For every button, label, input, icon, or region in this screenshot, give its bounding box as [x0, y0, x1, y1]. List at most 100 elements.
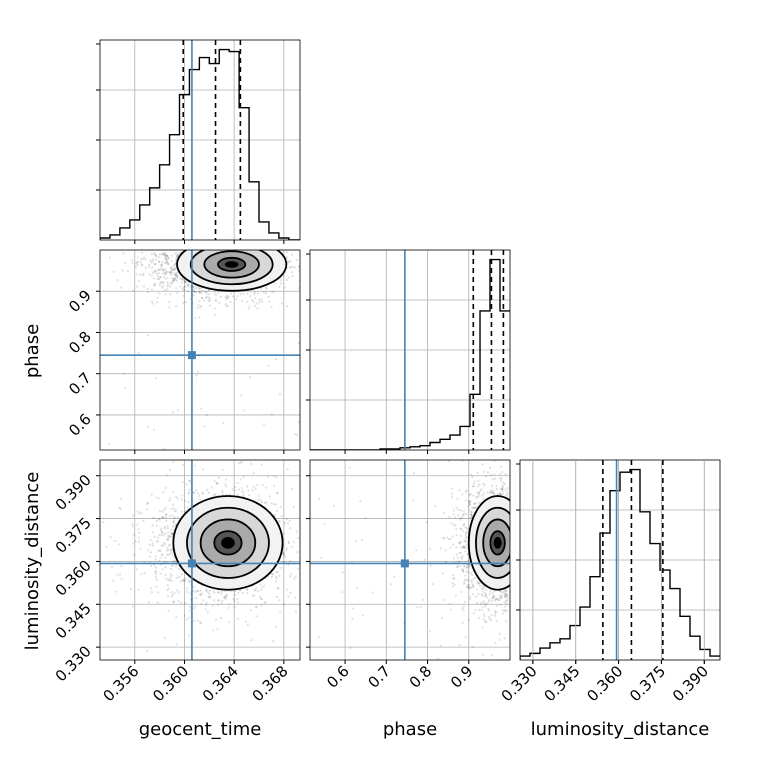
sample-point: [171, 282, 174, 285]
sample-point: [154, 555, 157, 558]
sample-point: [224, 483, 227, 486]
sample-point: [157, 591, 160, 594]
sample-point: [206, 296, 209, 299]
sample-point: [160, 263, 164, 266]
sample-point: [489, 473, 492, 477]
sample-point: [484, 592, 487, 595]
sample-point: [204, 296, 208, 299]
sample-point: [470, 510, 473, 513]
sample-point: [159, 549, 162, 553]
sample-point: [224, 296, 227, 299]
sample-point: [161, 554, 164, 557]
sample-point: [131, 261, 134, 265]
sample-point: [462, 514, 465, 517]
sample-point: [152, 563, 156, 566]
sample-point: [255, 605, 258, 608]
sample-point: [159, 529, 163, 532]
sample-point: [155, 254, 158, 258]
sample-point: [161, 286, 164, 289]
sample-point: [158, 284, 161, 287]
sample-point: [146, 502, 149, 505]
sample-point: [192, 619, 196, 622]
sample-point: [483, 470, 486, 473]
sample-point: [170, 579, 173, 583]
sample-point: [165, 513, 168, 516]
sample-point: [470, 511, 473, 514]
sample-point: [160, 527, 163, 530]
sample-point: [500, 596, 503, 599]
sample-point: [173, 591, 176, 595]
contour-line: [176, 250, 288, 292]
sample-point: [162, 447, 165, 450]
sample-point: [491, 478, 494, 481]
sample-point: [199, 593, 202, 597]
sample-point: [278, 574, 281, 578]
sample-point: [254, 305, 257, 308]
sample-point: [194, 290, 197, 294]
sample-point: [136, 256, 140, 259]
sample-point: [157, 277, 161, 281]
sample-point: [157, 539, 160, 542]
sample-point: [199, 498, 202, 501]
sample-point: [505, 609, 508, 612]
sample-point: [168, 499, 171, 502]
sample-point: [159, 264, 162, 267]
sample-point: [225, 294, 228, 297]
sample-point: [242, 409, 245, 412]
sample-point: [159, 281, 162, 284]
sample-point: [251, 594, 255, 598]
sample-point: [116, 574, 119, 577]
sample-point: [201, 289, 204, 293]
sample-point: [472, 586, 475, 589]
sample-point: [142, 272, 145, 275]
sample-point: [160, 253, 163, 256]
sample-point: [228, 603, 231, 606]
sample-point: [184, 281, 187, 284]
sample-point: [458, 643, 461, 647]
sample-point: [182, 286, 186, 289]
sample-point: [169, 266, 172, 269]
sample-point: [138, 512, 141, 515]
sample-point: [176, 291, 179, 294]
sample-point: [419, 605, 422, 609]
sample-point: [154, 282, 157, 285]
sample-point: [359, 500, 362, 503]
sample-point: [213, 292, 216, 295]
sample-point: [217, 599, 220, 602]
sample-point: [200, 621, 203, 625]
sample-point: [170, 254, 173, 257]
hist-content: [100, 40, 300, 240]
sample-point: [283, 522, 286, 525]
sample-point: [232, 597, 235, 601]
sample-point: [214, 492, 217, 496]
sample-point: [285, 305, 289, 308]
sample-point: [348, 466, 351, 469]
sample-point: [186, 587, 189, 590]
sample-point: [165, 474, 168, 477]
sample-point: [492, 596, 495, 599]
sample-point: [221, 599, 224, 602]
sample-point: [164, 556, 167, 559]
sample-point: [212, 589, 215, 592]
sample-point: [462, 570, 465, 573]
sample-point: [482, 590, 485, 593]
sample-point: [447, 515, 451, 518]
sample-point: [472, 506, 475, 509]
sample-point: [495, 610, 498, 614]
sample-point: [416, 606, 419, 609]
sample-point: [199, 593, 202, 596]
sample-point: [188, 479, 191, 483]
sample-point: [166, 535, 169, 538]
sample-point: [463, 512, 466, 515]
sample-point: [467, 505, 470, 508]
sample-point: [166, 527, 169, 530]
sample-point: [503, 594, 506, 597]
sample-point: [461, 568, 464, 571]
sample-point: [264, 286, 267, 289]
sample-point: [198, 299, 201, 303]
sample-point: [449, 608, 452, 611]
sample-point: [291, 274, 294, 278]
sample-point: [462, 545, 465, 548]
sample-point: [134, 266, 138, 269]
sample-point: [260, 500, 263, 504]
